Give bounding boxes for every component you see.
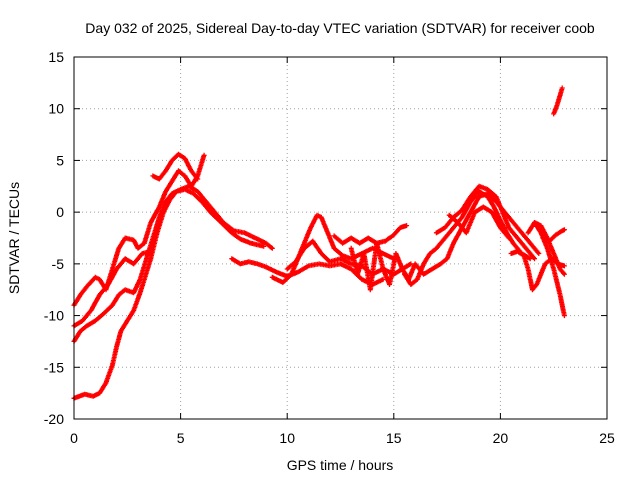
series-marks-10 bbox=[402, 189, 533, 287]
series-track-11 bbox=[402, 189, 533, 287]
series-track-13 bbox=[446, 204, 512, 241]
series-marks-12 bbox=[446, 204, 512, 241]
series-marks-4 bbox=[150, 151, 201, 182]
series-track-9 bbox=[331, 223, 410, 246]
x-tick-label-5: 25 bbox=[599, 430, 615, 446]
series-marks-9 bbox=[348, 191, 542, 293]
series-track-5 bbox=[150, 151, 201, 182]
data-marks bbox=[71, 85, 567, 401]
series-track-12 bbox=[433, 183, 537, 262]
y-tick-label-0: -20 bbox=[44, 411, 64, 427]
series-track-18 bbox=[551, 85, 565, 117]
series-marks-17 bbox=[551, 85, 565, 117]
plot-frame bbox=[73, 56, 608, 420]
series-track-16 bbox=[532, 220, 567, 319]
series-track-10 bbox=[348, 191, 542, 293]
y-tick-label-3: -5 bbox=[52, 256, 65, 272]
y-tick-label-6: 10 bbox=[48, 101, 64, 117]
y-axis-title: SDTVAR / TECUs bbox=[6, 182, 22, 294]
x-tick-label-1: 5 bbox=[177, 430, 185, 446]
y-tick-label-4: 0 bbox=[56, 204, 64, 220]
x-tick-label-3: 15 bbox=[386, 430, 402, 446]
y-tick-label-5: 5 bbox=[56, 152, 64, 168]
x-tick-label-2: 10 bbox=[279, 430, 295, 446]
x-axis-title: GPS time / hours bbox=[287, 457, 394, 473]
series-marks-16 bbox=[540, 227, 567, 244]
y-tick-label-2: -10 bbox=[44, 308, 64, 324]
grid bbox=[74, 57, 607, 419]
series-marks-11 bbox=[433, 183, 537, 262]
y-tick-label-7: 15 bbox=[48, 49, 64, 65]
series-marks-15 bbox=[532, 220, 567, 319]
series-track-17 bbox=[540, 227, 567, 244]
y-tick-label-1: -15 bbox=[44, 359, 64, 375]
axis-ticks: 0 5 10 15 20 25 -20 -15 -10 -5 0 5 10 15 bbox=[44, 49, 615, 446]
chart-title: Day 032 of 2025, Sidereal Day-to-day VTE… bbox=[85, 20, 595, 36]
x-tick-label-4: 20 bbox=[493, 430, 509, 446]
series-marks-8 bbox=[331, 223, 410, 246]
x-tick-label-0: 0 bbox=[70, 430, 78, 446]
